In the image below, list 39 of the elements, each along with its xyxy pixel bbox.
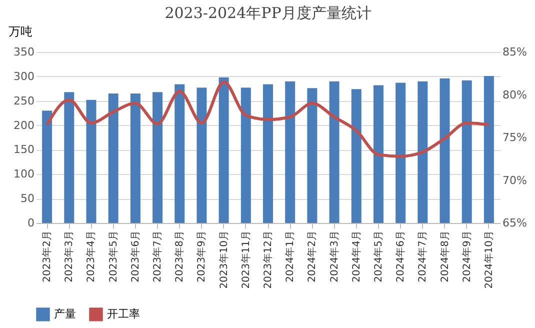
legend-label: 开工率 [107, 307, 140, 320]
x-tick-label: 2024年9月 [460, 230, 473, 282]
y-tick-label: 50 [20, 192, 34, 206]
y-tick-label: 150 [14, 143, 34, 156]
x-tick-label: 2024年1月 [284, 230, 296, 282]
x-tick-label: 2023年12月 [262, 230, 274, 289]
line-series [46, 80, 490, 158]
x-tick-label: 2024年3月 [328, 230, 340, 282]
y-axis-title: 万吨 [8, 24, 32, 38]
y2-tick-label: 70% [502, 174, 527, 187]
y-tick-label: 0 [28, 216, 34, 230]
x-tick-label: 2024年4月 [350, 230, 362, 282]
y2-tick-label: 85% [502, 46, 527, 58]
x-tick-label: 2023年3月 [63, 230, 76, 282]
x-tick-label: 2023年5月 [107, 230, 120, 282]
y2-tick-label: 65% [502, 216, 527, 230]
x-tick-label: 2024年10月 [482, 230, 495, 289]
x-tick-label: 2023年6月 [129, 230, 142, 282]
x-tick-label: 2023年7月 [152, 230, 164, 282]
y-tick-label: 100 [14, 168, 34, 181]
x-tick-label: 2023年2月 [41, 230, 54, 282]
y-tick-label: 350 [14, 46, 34, 58]
y2-tick-label: 80% [502, 88, 527, 102]
x-tick-label: 2024年6月 [394, 230, 407, 282]
y2-tick-label: 75% [502, 131, 527, 144]
x-tick-label: 2023年9月 [196, 230, 208, 282]
y-tick-label: 300 [14, 70, 34, 83]
x-tick-label: 2024年5月 [372, 230, 384, 282]
x-tick-label: 2023年10月 [218, 230, 230, 289]
chart-title: 2023-2024年PP月度产量统计 [164, 4, 372, 22]
x-tick-label: 2024年8月 [438, 230, 451, 282]
x-tick-label: 2023年4月 [85, 230, 98, 282]
x-tick-label: 2024年7月 [416, 230, 429, 282]
y-tick-label: 250 [14, 94, 34, 108]
x-tick-label: 2024年2月 [306, 230, 318, 282]
x-tick-label: 2023年8月 [174, 230, 186, 282]
legend-label: 产量 [54, 307, 76, 320]
y-tick-label: 200 [14, 118, 34, 132]
x-tick-label: 2023年11月 [240, 230, 252, 289]
